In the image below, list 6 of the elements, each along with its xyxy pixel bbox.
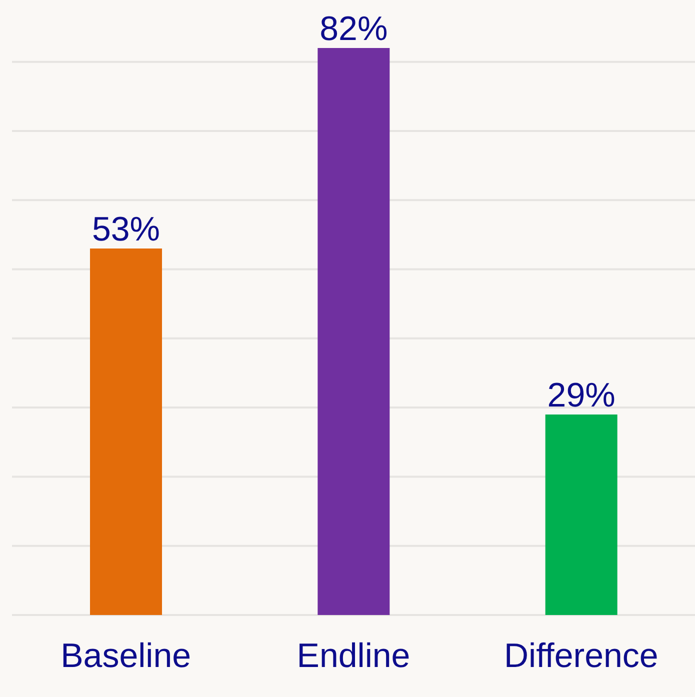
x-tick-label: Difference xyxy=(504,637,658,676)
data-label: 29% xyxy=(547,376,616,414)
data-label: 53% xyxy=(92,210,160,249)
data-label: 82% xyxy=(320,10,388,48)
x-tick-label: Endline xyxy=(296,637,410,676)
x-tick-label: Baseline xyxy=(60,637,192,676)
